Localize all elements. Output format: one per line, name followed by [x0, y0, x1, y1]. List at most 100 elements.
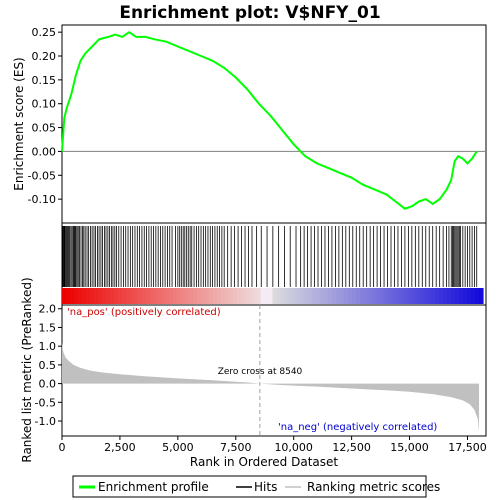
color-bar-segment [248, 288, 254, 304]
legend-label-enrichment: Enrichment profile [98, 480, 209, 494]
color-bar-segment [224, 288, 230, 304]
metric-y-tick-label: -1.0 [35, 415, 56, 428]
ranking-metric-area [62, 342, 480, 433]
color-bar-segment [101, 288, 107, 304]
color-bar-segment [105, 288, 111, 304]
color-bar-segment [336, 288, 341, 304]
color-bar-segment [93, 288, 99, 304]
color-bar-segment [109, 288, 115, 304]
color-bar-segment [471, 288, 476, 304]
color-bar-segment [367, 288, 373, 304]
color-bar-segment [316, 288, 321, 304]
color-bar-segment [288, 288, 293, 304]
es-y-tick-label: 0.10 [32, 98, 57, 111]
color-bar-segment [185, 288, 190, 304]
metric-y-axis-label: Ranked list metric (PreRanked) [20, 277, 34, 462]
metric-y-tick-label: 1.5 [39, 321, 57, 334]
color-bar-segment [312, 288, 317, 304]
color-bar-segment [439, 288, 444, 304]
x-tick-label: 15,000 [390, 441, 429, 454]
color-bar-segment [141, 288, 146, 304]
metric-y-ticks: -1.0 -0.5 0.0 0.5 1.0 1.5 2.0 [35, 303, 62, 428]
color-bar-segment [463, 288, 468, 304]
metric-panel: -1.0 -0.5 0.0 0.5 1.0 1.5 2.0 0 2,500 5,000 7,500… [20, 277, 487, 469]
color-bar-segment [85, 288, 91, 304]
color-bar-segment [276, 288, 282, 304]
color-bar-segment [189, 288, 194, 304]
color-bar-segment [149, 288, 154, 304]
color-bar-segment [423, 288, 428, 304]
color-bar-segment [181, 288, 186, 304]
legend-label-hits: Hits [254, 480, 277, 494]
zero-cross-label: Zero cross at 8540 [218, 367, 303, 377]
color-bar-segment [300, 288, 305, 304]
color-bar-segment [165, 288, 170, 304]
es-frame [61, 24, 487, 224]
color-bar-segment [395, 288, 401, 304]
color-bar-segment [197, 288, 202, 304]
color-bar-segment [69, 288, 75, 304]
color-bar-segment [344, 288, 349, 304]
es-y-tick-label: -0.10 [28, 193, 56, 206]
color-bar-segment [81, 288, 87, 304]
metric-frame [61, 304, 487, 437]
color-bar-segment [403, 288, 409, 304]
color-bar-segment [427, 288, 432, 304]
color-bar-segment [407, 288, 413, 304]
color-bar-segment [292, 288, 297, 304]
color-bar-segment [153, 288, 158, 304]
color-bar-segment [459, 288, 464, 304]
color-bar-segment [455, 288, 460, 304]
color-bar-segment [347, 288, 353, 304]
color-bar-segment [177, 288, 182, 304]
color-bar-segment [272, 288, 278, 304]
color-bar-segment [121, 288, 127, 304]
color-bar-segment [383, 288, 389, 304]
color-bar-segment [320, 288, 325, 304]
color-bar-segment [62, 288, 67, 304]
color-bar-segment [355, 288, 361, 304]
color-bar-segment [419, 288, 425, 304]
color-bar-segment [65, 288, 71, 304]
color-bar-segment [375, 288, 381, 304]
color-bar-segment [447, 288, 452, 304]
color-bar-segment [129, 288, 135, 304]
color-bar-segment [328, 288, 333, 304]
color-bar-segment [371, 288, 377, 304]
x-tick-label: 2,500 [104, 441, 136, 454]
color-bar-segment [252, 288, 258, 304]
metric-y-tick-label: 2.0 [39, 303, 57, 316]
es-y-tick-label: 0.15 [32, 74, 57, 87]
hits-panel [61, 222, 487, 306]
es-y-tick-label: 0.20 [32, 50, 57, 63]
color-bar-segment [479, 288, 484, 304]
color-bar-segment [332, 288, 337, 304]
hit-markers [61, 226, 478, 287]
color-bar-segment [113, 288, 119, 304]
color-bar-segment [228, 288, 234, 304]
color-bar-segment [359, 288, 365, 304]
color-bar-segment [244, 288, 250, 304]
color-bar-segment [77, 288, 83, 304]
color-bar-segment [415, 288, 421, 304]
x-tick-label: 12,500 [332, 441, 371, 454]
es-y-tick-label: 0.00 [32, 145, 57, 158]
metric-y-tick-label: 0.0 [39, 378, 57, 391]
color-bar-segment [296, 288, 301, 304]
color-bar-segment [204, 288, 210, 304]
color-bar-segment [97, 288, 103, 304]
neg-label: 'na_neg' (negatively correlated) [278, 422, 437, 433]
color-bar-segment [284, 288, 289, 304]
color-bar-segment [117, 288, 123, 304]
legend-label-metric: Ranking metric scores [307, 480, 440, 494]
enrichment-profile-line [61, 30, 478, 210]
color-bar-segment [475, 288, 480, 304]
es-y-tick-label: 0.25 [32, 26, 57, 39]
metric-y-tick-label: 1.0 [39, 340, 57, 353]
color-bar-segment [169, 288, 174, 304]
metric-x-ticks: 0 2,500 5,000 7,500 10,000 12,500 15,000 17,500 [59, 436, 487, 454]
x-tick-label: 5,000 [162, 441, 194, 454]
color-bar-segment [236, 288, 242, 304]
color-bar-segment [240, 288, 246, 304]
